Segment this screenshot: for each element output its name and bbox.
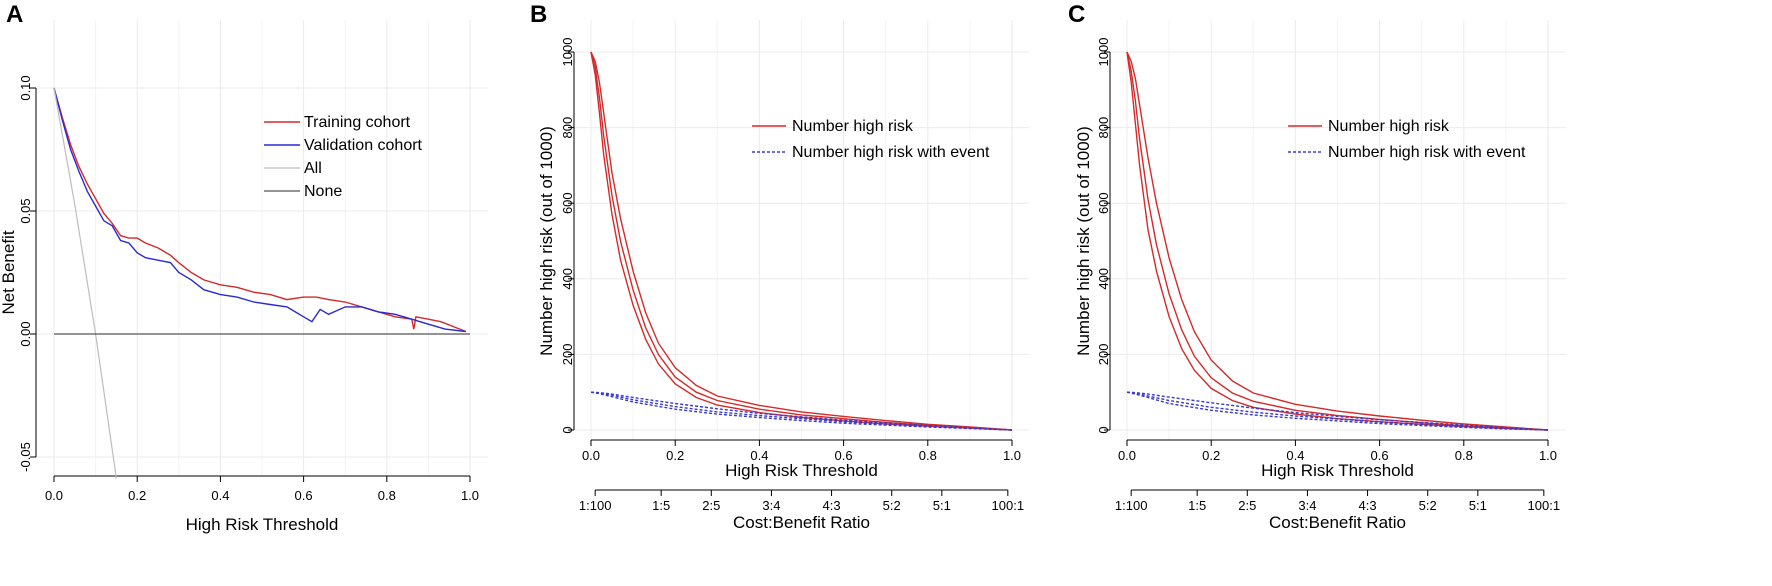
panel-letter: B	[530, 1, 547, 28]
y-axis-title: Number high risk (out of 1000)	[1074, 126, 1093, 356]
panel-c: C 0.0 0.2 0.4 0.6 0.8 1.0 0 200 400 600 800 1000 High…	[1068, 1, 1566, 532]
series-line-all	[53, 87, 117, 479]
x-tick-label: 0.2	[1202, 448, 1220, 463]
x-tick-label: 0.4	[750, 448, 768, 463]
x-tick-label: 0.6	[295, 488, 313, 503]
secondary-tick-label: 4:3	[1359, 498, 1377, 513]
series-line-number-high-risk-with-event-ci-upper	[590, 391, 1013, 431]
x-tick-label: 1.0	[461, 488, 479, 503]
y-tick-label: 200	[560, 344, 575, 366]
y-axis-title: Number high risk (out of 1000)	[537, 126, 556, 356]
series-line-number-high-risk-ci-upper	[590, 51, 1013, 431]
legend-label: Validation cohort	[304, 137, 423, 154]
series-line-number-high-risk-with-event	[590, 391, 1013, 431]
secondary-tick-label: 4:3	[823, 498, 841, 513]
secondary-tick-label: 2:5	[702, 498, 720, 513]
y-tick-label: -0.05	[18, 442, 33, 472]
legend-label: None	[304, 183, 342, 200]
panel-b: B 0.0 0.2 0.4 0.6 0.8 1.0 0 200 400 600 800 1000 High…	[530, 1, 1029, 532]
x-axis-title: High Risk Threshold	[725, 461, 878, 480]
x-tick-label: 0.8	[919, 448, 937, 463]
y-axis-title: Net Benefit	[0, 230, 18, 314]
x-tick-label: 0.0	[1118, 448, 1136, 463]
y-tick-label: 1000	[560, 38, 575, 67]
y-tick-label: 1000	[1096, 38, 1111, 67]
panel-letter: C	[1068, 1, 1085, 28]
series-line-number-high-risk-with-event-ci-lower	[590, 391, 1013, 431]
panel-letter: A	[6, 1, 23, 28]
x-tick-label: 0.6	[835, 448, 853, 463]
secondary-tick-label: 3:4	[762, 498, 780, 513]
secondary-tick-label: 5:2	[1419, 498, 1437, 513]
y-tick-label: 600	[1096, 192, 1111, 214]
secondary-tick-label: 100:1	[1528, 498, 1561, 513]
y-tick-label: 400	[560, 268, 575, 290]
x-tick-label: 0.4	[1286, 448, 1304, 463]
y-tick-label: 800	[560, 117, 575, 139]
secondary-axis-title: Cost:Benefit Ratio	[733, 513, 870, 532]
x-tick-label: 0.4	[211, 488, 229, 503]
secondary-tick-label: 2:5	[1238, 498, 1256, 513]
secondary-tick-label: 1:100	[1115, 498, 1148, 513]
x-tick-label: 1.0	[1539, 448, 1557, 463]
secondary-tick-label: 5:2	[883, 498, 901, 513]
series-line-training-cohort	[53, 87, 467, 333]
secondary-tick-label: 5:1	[1469, 498, 1487, 513]
panel-a: A 0.0 0.2 0.4 0.6 0.8 1.0 -0.05 0.00 0.05 0.10 High…	[0, 1, 488, 534]
x-tick-label: 1.0	[1003, 448, 1021, 463]
x-tick-label: 0.6	[1371, 448, 1389, 463]
legend-label: Number high risk with event	[1328, 144, 1526, 161]
series-line-validation-cohort	[53, 87, 466, 333]
x-tick-label: 0.8	[1455, 448, 1473, 463]
legend-label: All	[304, 160, 322, 177]
y-tick-label: 200	[1096, 344, 1111, 366]
legend-label: Training cohort	[304, 114, 411, 131]
legend-label: Number high risk with event	[792, 144, 990, 161]
legend-label: Number high risk	[792, 118, 914, 135]
y-tick-label: 400	[1096, 268, 1111, 290]
x-tick-label: 0.8	[378, 488, 396, 503]
secondary-tick-label: 3:4	[1298, 498, 1316, 513]
x-axis-title: High Risk Threshold	[186, 515, 339, 534]
x-tick-label: 0.2	[128, 488, 146, 503]
secondary-tick-label: 1:100	[579, 498, 612, 513]
x-tick-label: 0.0	[582, 448, 600, 463]
secondary-tick-label: 1:5	[1188, 498, 1206, 513]
x-tick-label: 0.2	[666, 448, 684, 463]
secondary-tick-label: 100:1	[992, 498, 1025, 513]
series-line-number-high-risk-with-event-ci-lower	[1126, 391, 1549, 431]
legend-label: Number high risk	[1328, 118, 1450, 135]
series-line-number-high-risk-ci-upper	[1126, 51, 1549, 431]
series-line-number-high-risk-with-event	[1126, 391, 1549, 431]
y-tick-label: 600	[560, 192, 575, 214]
secondary-tick-label: 1:5	[652, 498, 670, 513]
series-line-number-high-risk-with-event-ci-upper	[1126, 391, 1549, 431]
x-axis-title: High Risk Threshold	[1261, 461, 1414, 480]
y-tick-label: 0	[560, 426, 575, 433]
y-tick-label: 0	[1096, 426, 1111, 433]
y-tick-label: 0.00	[18, 321, 33, 346]
y-tick-label: 0.10	[18, 75, 33, 100]
secondary-tick-label: 5:1	[933, 498, 951, 513]
x-tick-label: 0.0	[45, 488, 63, 503]
secondary-axis-title: Cost:Benefit Ratio	[1269, 513, 1406, 532]
y-tick-label: 0.05	[18, 198, 33, 223]
y-tick-label: 800	[1096, 117, 1111, 139]
